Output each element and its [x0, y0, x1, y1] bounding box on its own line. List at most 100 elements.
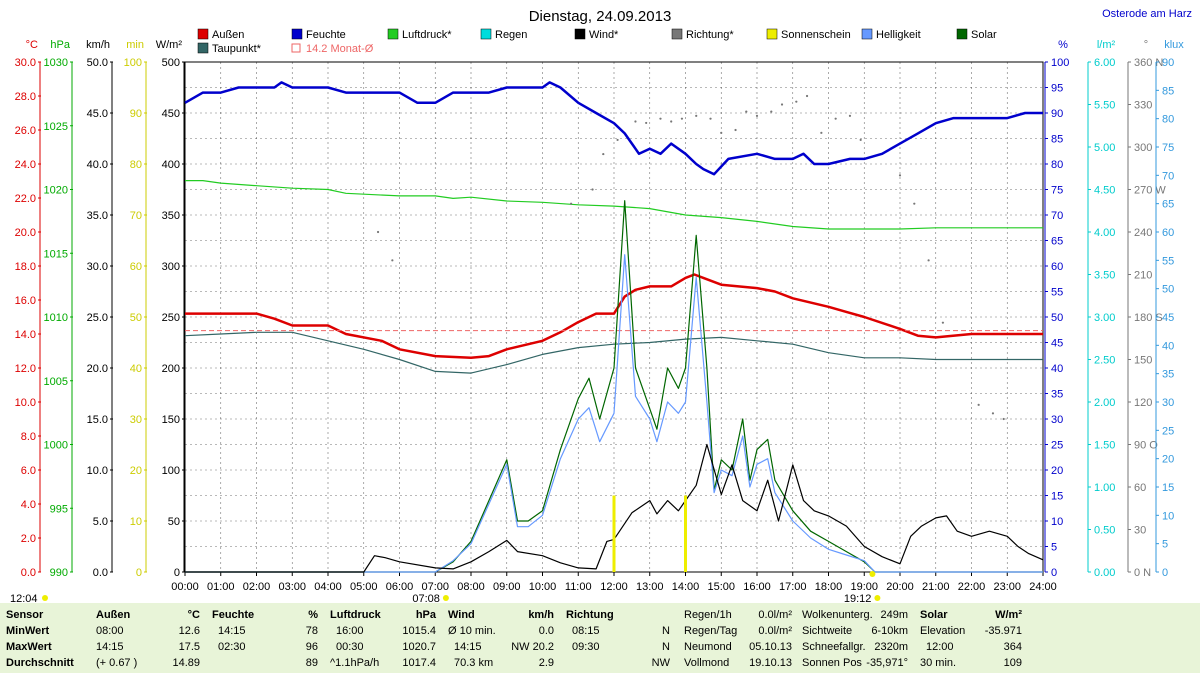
axis-tick-label-right: 40 — [1162, 340, 1174, 352]
x-tick-label: 22:00 — [958, 581, 986, 593]
axis-tick-label-left: 80 — [130, 159, 142, 171]
sunshine-bar — [684, 495, 687, 572]
axis-tick-label-right: 10 — [1162, 510, 1174, 522]
footer-feuchte-max-time: 02:30 — [218, 641, 246, 653]
footer-richtung-min-time: 08:15 — [572, 625, 600, 637]
wind-direction-point — [834, 117, 837, 120]
location-label: Osterode am Harz — [1102, 8, 1192, 20]
noon-label: 12:04 — [10, 593, 38, 603]
footer-wind-col: Wind km/h Ø 10 min. 0.0 14:15 NW 20.2 70.3 … — [448, 607, 554, 671]
axis-tick-label-right: 15 — [1051, 491, 1063, 503]
stats-footer: Sensor MinWert MaxWert Durchschnitt Auße… — [0, 603, 1200, 673]
x-tick-label: 06:00 — [386, 581, 414, 593]
axis-tick-label-left: 1015 — [44, 248, 68, 260]
axis-tick-label-left: 100 — [124, 57, 142, 69]
axis-tick-label-left: 4.0 — [21, 499, 36, 511]
axis-tick-label-right: 5 — [1051, 542, 1057, 554]
wind-direction-point — [709, 117, 712, 120]
footer-avg-label: Durchschnitt — [6, 657, 74, 669]
x-tick-label: 09:00 — [493, 581, 521, 593]
footer-aussen-min-time: 08:00 — [96, 625, 124, 637]
footer-solar-header: Solar — [920, 609, 948, 621]
axis-tick-label-left: 50 — [168, 516, 180, 528]
axis-tick-label-left: 100 — [162, 465, 180, 477]
axis-tick-label-right: 60 — [1134, 482, 1146, 494]
series-line-wind — [185, 443, 1044, 573]
x-tick-label: 14:00 — [672, 581, 700, 593]
footer-richtung-avg: NW — [651, 657, 670, 669]
series-line-solar — [185, 200, 1043, 573]
axis-tick-label-left: 6.0 — [21, 465, 36, 477]
wind-direction-point — [602, 152, 605, 156]
axis-tick-label-right: 60 — [1162, 227, 1174, 239]
legend-label: Regen — [495, 29, 527, 41]
axis-tick-label-left: 30.0 — [15, 57, 36, 69]
chart-title: Dienstag, 24.09.2013 — [529, 8, 672, 25]
axis-tick-label-left: 16.0 — [15, 295, 36, 307]
axis-tick-label-right: 4.00 — [1094, 227, 1115, 239]
footer-luftdruck-min-time: 16:00 — [336, 625, 364, 637]
legend-swatch — [480, 28, 492, 40]
axis-tick-label-right: 65 — [1162, 199, 1174, 211]
axis-tick-label-right: 90 O — [1134, 440, 1158, 452]
footer-feuchte-unit: % — [308, 609, 318, 621]
axis-tick-label-left: 150 — [162, 414, 180, 426]
axis-tick-label-right: 270 W — [1134, 185, 1166, 197]
axis-tick-label-right: 300 — [1134, 142, 1152, 154]
footer-min-label: MinWert — [6, 625, 50, 637]
legend-label: Außen — [212, 29, 244, 41]
legend-label: 14.2 Monat-Ø — [306, 43, 374, 55]
footer-luftdruck-col: Luftdruck hPa 16:00 1015.4 00:30 1020.7 ^1.… — [330, 607, 436, 671]
axis-tick-label-right: 6.00 — [1094, 57, 1115, 69]
footer-feuchte-min: 78 — [305, 625, 318, 637]
axis-tick-label-left: 26.0 — [15, 125, 36, 137]
wind-direction-point — [645, 121, 648, 125]
footer-elevation: -35.971 — [984, 625, 1022, 637]
wind-direction-point — [734, 128, 737, 132]
x-tick-label: 10:00 — [529, 581, 557, 593]
footer-wind-unit: km/h — [528, 609, 554, 621]
footer-max-label: MaxWert — [6, 641, 52, 653]
footer-richtung-col: Richtung 08:15 N 09:30 N NW — [566, 607, 670, 671]
footer-wolken-label: Wolkenunterg. — [802, 609, 873, 621]
footer-feuchte-header: Feuchte — [212, 609, 255, 621]
footer-luftdruck-avg: 1017.4 — [402, 657, 436, 669]
axis-unit-left: km/h — [86, 39, 110, 51]
series-line-feuchte — [184, 81, 1043, 176]
x-tick-label: 18:00 — [815, 581, 843, 593]
legend-label: Luftdruck* — [402, 29, 452, 41]
axis-tick-label-left: 25.0 — [87, 312, 108, 324]
wind-direction-point — [376, 230, 380, 234]
axis-tick-label-left: 0 — [136, 567, 142, 579]
axis-unit-right: ° — [1144, 39, 1148, 51]
axis-tick-label-left: 40 — [130, 363, 142, 375]
axis-tick-label-left: 0 — [174, 567, 180, 579]
axis-tick-label-left: 14.0 — [15, 329, 36, 341]
x-tick-label: 23:00 — [993, 581, 1021, 593]
footer-schnee-label: Schneefallgr. — [802, 641, 866, 653]
footer-aussen-header: Außen — [96, 609, 131, 621]
wind-direction-point — [795, 100, 798, 103]
axis-tick-label-right: 40 — [1051, 363, 1063, 375]
footer-solar-30min: 109 — [1003, 657, 1022, 669]
axis-tick-label-right: 1.50 — [1094, 440, 1115, 452]
footer-luftdruck-header: Luftdruck — [330, 609, 381, 621]
axis-tick-label-left: 2.0 — [21, 533, 36, 545]
axis-tick-label-right: 75 — [1051, 185, 1063, 197]
axis-tick-label-right: 15 — [1162, 482, 1174, 494]
axis-tick-label-left: 20.0 — [87, 363, 108, 375]
sunrise-icon — [442, 595, 449, 601]
footer-luftdruck-min: 1015.4 — [402, 625, 436, 637]
x-tick-label: 16:00 — [743, 581, 771, 593]
wind-direction-point — [941, 321, 945, 324]
axis-tick-label-left: 22.0 — [15, 193, 36, 205]
axis-tick-label-left: 8.0 — [21, 431, 36, 443]
axis-tick-label-right: 0.50 — [1094, 525, 1115, 537]
axis-tick-label-right: 80 — [1051, 159, 1063, 171]
wind-direction-point — [591, 188, 594, 191]
axis-tick-label-left: 10.0 — [15, 397, 36, 409]
axis-tick-label-right: 35 — [1162, 369, 1174, 381]
footer-luftdruck-max-time: 00:30 — [336, 641, 364, 653]
series-line-helligkeit — [185, 254, 1043, 573]
